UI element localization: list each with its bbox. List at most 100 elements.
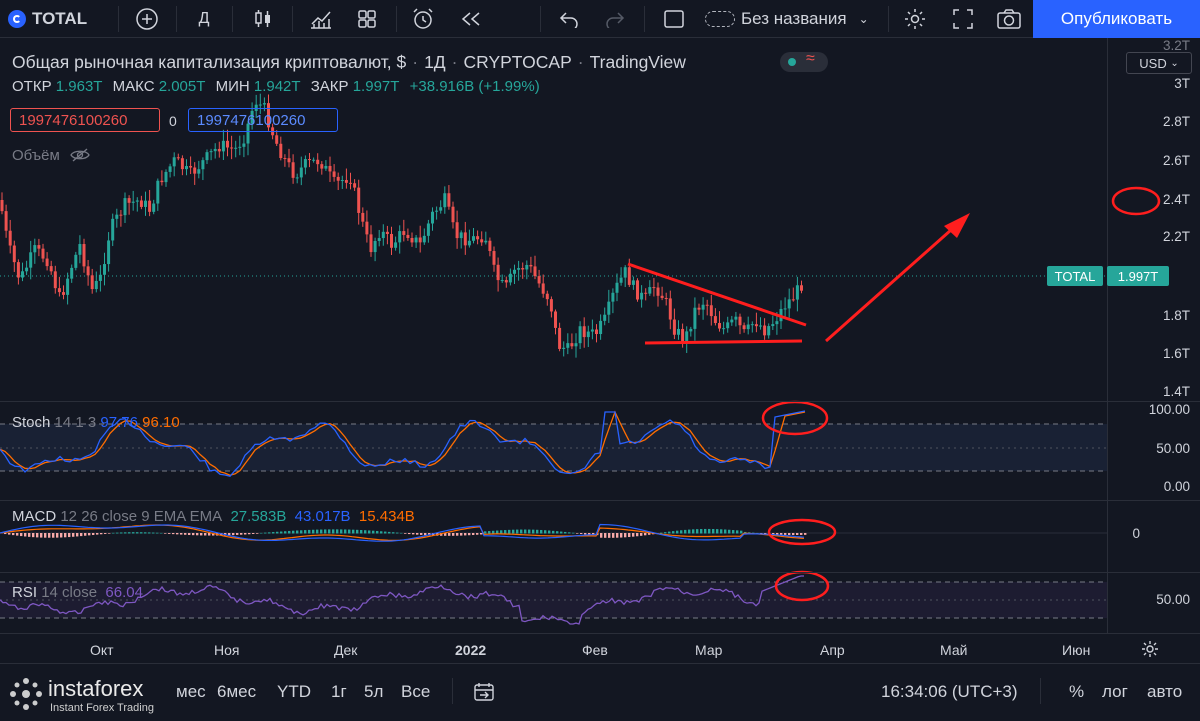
candle-body [541,283,545,294]
close-label: ЗАКР [310,78,349,95]
pane-divider[interactable] [0,401,1200,402]
macd-histogram-bar [788,533,791,535]
publish-button[interactable]: Опубликовать [1033,0,1200,38]
candle-body [357,187,361,213]
macd-histogram-bar [368,530,371,534]
series-source: TradingView [589,52,686,72]
macd-histogram-bar [664,532,667,534]
axis-settings-gear-icon[interactable] [1140,639,1160,659]
macd-histogram-bar [516,529,519,534]
candle-body [664,297,668,299]
candle-body [566,343,570,348]
macd-histogram-bar [184,533,187,535]
candle-body [385,231,389,234]
candle-body [275,135,279,144]
alert-button[interactable] [408,0,438,38]
rsi-legend[interactable]: RSI 14 close 66.04 [12,584,143,601]
candle-body [775,321,779,325]
macd-histogram-bar [568,532,571,534]
candle-body [603,314,607,321]
chart-legend-title[interactable]: Общая рыночная капитализация криптовалют… [12,52,686,72]
settings-button[interactable] [900,0,930,38]
candle-body [131,201,135,203]
breakout-arrow-line[interactable] [825,220,961,343]
stoch-axis-label: 100.00 [1148,402,1190,417]
macd-histogram-bar [608,533,611,538]
percent-toggle[interactable]: % [1069,682,1085,701]
macd-histogram-bar [728,529,731,534]
price-chart-canvas[interactable] [0,38,1107,633]
range-1y-button[interactable]: 1г [331,682,347,701]
compare-add-button[interactable] [132,0,162,38]
candle-body [103,264,106,275]
buy-price-box[interactable]: 1997476100260 [188,108,338,132]
layout-name-button[interactable]: Без названия ⌄ [705,0,885,38]
macd-histogram-bar [732,530,735,534]
macd-histogram-bar [704,528,707,534]
chevron-down-icon: ⌄ [858,12,869,26]
templates-button[interactable] [352,0,382,38]
auto-toggle[interactable]: авто [1147,682,1183,701]
macd-histogram-bar [500,530,503,534]
chart-type-button[interactable] [248,0,278,38]
eye-hidden-icon[interactable] [70,148,90,162]
pane-divider[interactable] [0,500,1200,501]
range-partial-button[interactable]: мес [176,682,206,701]
range-5y-button[interactable]: 5л [364,682,384,701]
stoch-series [0,410,806,478]
candle-body [4,211,8,231]
sell-price-box[interactable]: 1997476100260 [10,108,160,132]
volume-legend[interactable]: Объём [12,147,90,164]
candle-body [426,223,430,236]
undo-button[interactable] [554,0,584,38]
rsi-series [0,575,804,625]
time-axis[interactable]: Окт Ноя Дек 2022 Фев Мар Апр Май Июн [0,633,1200,663]
macd-histogram-bar [504,530,507,534]
macd-histogram-bar [420,533,423,535]
currency-select[interactable]: USD ⌄ [1126,52,1192,74]
macd-histogram-bar [384,531,387,534]
interval-button[interactable]: Д [198,10,210,27]
macd-histogram-bar [612,533,615,538]
replay-button[interactable] [456,0,486,38]
indicators-button[interactable] [306,0,336,38]
clock-timezone[interactable]: 16:34:06 (UTC+3) [881,682,1018,701]
redo-button[interactable] [600,0,630,38]
candle-body [476,236,480,240]
range-ytd-button[interactable]: YTD [277,682,311,701]
stoch-legend[interactable]: Stoch 14 1 3 97.76 96.10 [12,414,180,431]
price-axis[interactable]: 3.2T 3T 2.8T 2.6T 2.4T 2.2T 1.8T 1.6T 1.… [1107,38,1200,633]
macd-highlight-circle [767,518,837,546]
macd-histogram-bar [244,533,247,535]
candle-body [713,316,717,324]
triangle-lower-trendline[interactable] [644,339,803,345]
macd-legend[interactable]: MACD 12 26 close 9 EMA EMA 27.583B 43.01… [12,508,415,525]
candle-body [328,165,332,172]
last-price-tag: 1.997T [1107,266,1169,286]
toolbar-divider [232,6,233,32]
macd-histogram-bar [520,529,523,534]
fullscreen-select-button[interactable] [660,0,688,38]
chevron-down-icon: ⌄ [1170,57,1179,69]
date-range-icon[interactable] [473,682,495,702]
candle-body [750,324,754,326]
pane-divider[interactable] [0,572,1200,573]
market-status-toggle[interactable] [780,50,828,72]
high-label: МАКС [112,78,155,95]
log-toggle[interactable]: лог [1102,682,1128,701]
candle-body [718,323,721,329]
candle-body [537,276,541,284]
stoch-highlight-circle [761,400,829,436]
macd-histogram-bar [560,531,563,534]
range-all-button[interactable]: Все [401,682,431,701]
candle-body [156,180,160,204]
macd-histogram-bar [96,533,99,535]
fullscreen-button[interactable] [948,0,978,38]
macd-histogram-bar [636,533,639,537]
range-6m-button[interactable]: 6мес [217,682,257,701]
snapshot-button[interactable] [994,0,1024,38]
triangle-upper-trendline[interactable] [627,262,807,327]
macd-histogram-bar [332,529,335,534]
candle-body [353,183,357,188]
symbol-search-button[interactable]: TOTAL [8,0,98,38]
